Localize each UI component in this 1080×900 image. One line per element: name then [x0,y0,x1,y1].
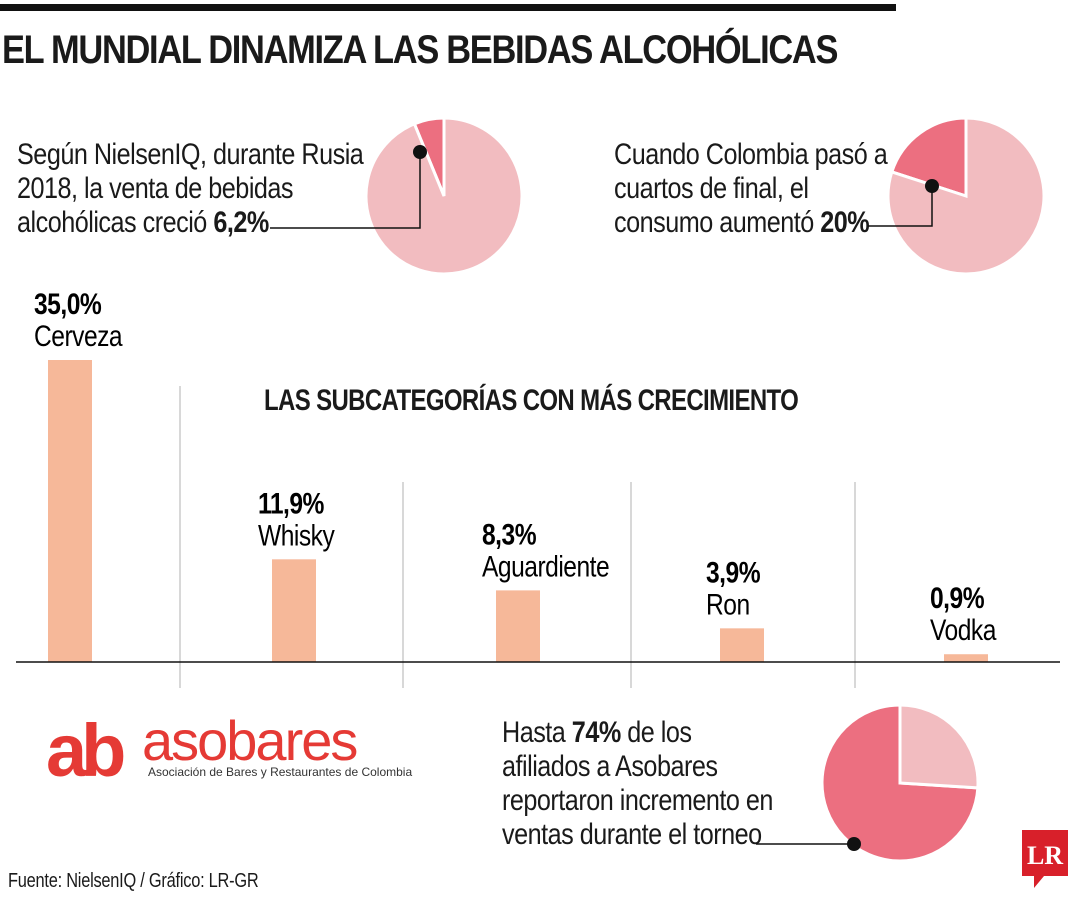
bar-category-label-vodka: Vodka [930,613,997,647]
logo-name-text: asobares [142,714,356,770]
note-quarterfinal-value: 20% [820,206,870,239]
leader-line-russia [270,145,427,229]
bar-labels: 35,0%Cerveza 11,9%Whisky 8,3%Aguardiente 3,… [34,287,998,647]
note-asobares-value: 74% [571,716,621,749]
bar-category-label-whisky: Whisky [258,518,335,552]
note-quarterfinal-line-3: consumo aumentó 20% [614,206,870,239]
note-asobares: Hasta 74% de los afiliados a Asobares re… [502,716,773,852]
bar-aguardiente [496,590,540,662]
asobares-logo-mark: ab [46,714,130,784]
pie-slice-rest [898,703,980,790]
note-quarterfinal-line-1: Cuando Colombia pasó a [614,138,888,171]
bar-value-label-ron: 3,9% [706,555,760,589]
note-asobares-line-4: ventas durante el torneo [502,818,762,851]
bar-cerveza [48,360,92,662]
note-asobares-line-3: reportaron incremento en [502,784,773,817]
asobares-logo-name: asobares [142,714,358,770]
note-quarterfinal-line-2: cuartos de final, el [614,172,809,205]
bar-dividers [179,386,856,688]
note-russia-line-2: 2018, la venta de bebidas [17,172,294,205]
leader-line-quarterfinal [868,179,939,227]
bar-marks [48,360,988,662]
note-quarterfinal: Cuando Colombia pasó a cuartos de final,… [614,138,888,240]
leader-line-asobares [756,837,861,851]
bar-value-label-vodka: 0,9% [930,581,984,615]
note-russia-line-3: alcohólicas creció 6,2% [17,206,269,239]
note-russia-value: 6,2% [213,206,269,239]
pie-chart-russia [364,116,524,276]
bar-category-label-cerveza: Cerveza [34,319,123,353]
source-credit: Fuente: NielsenIQ / Gráfico: LR-GR [8,870,259,892]
bar-whisky [272,559,316,662]
bar-category-label-aguardiente: Aguardiente [482,549,609,583]
note-russia: Según NielsenIQ, durante Rusia 2018, la … [17,138,364,240]
asobares-logo-subtitle: Asociación de Bares y Restaurantes de Co… [148,765,413,779]
pie-chart-asobares [820,703,980,863]
bar-vodka [944,654,988,662]
bar-value-label-aguardiente: 8,3% [482,517,536,551]
logo-mark-text: ab [46,714,124,784]
bar-category-label-ron: Ron [706,587,750,621]
lr-badge-text: LR [1027,841,1063,870]
bar-value-label-whisky: 11,9% [258,486,324,520]
note-russia-line-1: Según NielsenIQ, durante Rusia [17,138,364,171]
bar-chart: 35,0%Cerveza 11,9%Whisky 8,3%Aguardiente 3,… [16,287,1060,688]
bar-ron [720,628,764,662]
page-title: EL MUNDIAL DINAMIZA LAS BEBIDAS ALCOHÓLI… [2,28,838,72]
lr-badge-logo: LR [1022,830,1068,888]
top-rule [0,4,896,11]
bar-value-label-cerveza: 35,0% [34,287,101,321]
pie-slice-rest [364,116,524,276]
note-asobares-line-1: Hasta 74% de los [502,716,692,749]
bar-chart-title: LAS SUBCATEGORÍAS CON MÁS CRECIMIENTO [264,384,799,417]
pie-chart-quarterfinal [886,116,1046,276]
note-asobares-line-2: afiliados a Asobares [502,750,718,783]
